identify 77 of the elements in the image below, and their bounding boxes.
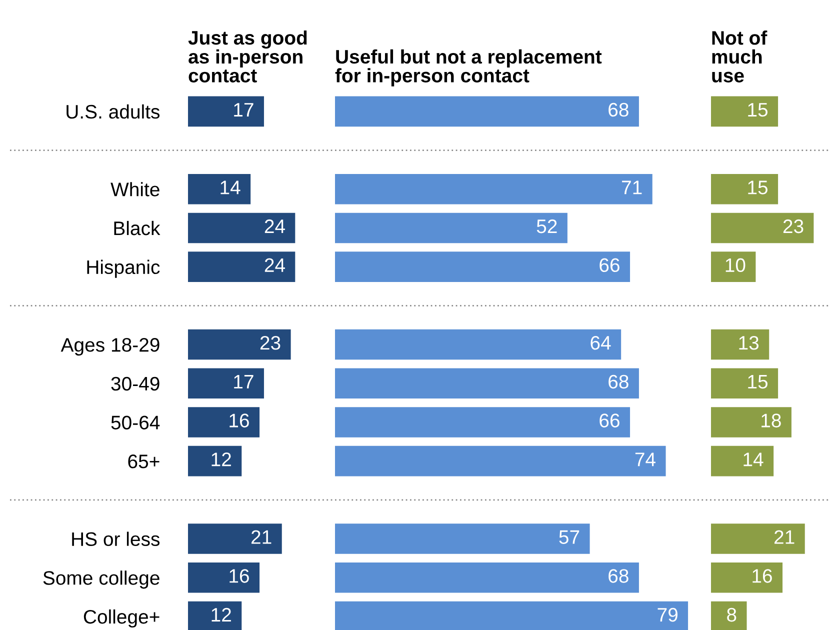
bar bbox=[335, 368, 639, 399]
chart-title: Not of much use bbox=[712, 30, 768, 82]
y-tick-label: U.S. adults bbox=[66, 104, 160, 119]
data-label: 18 bbox=[762, 414, 781, 428]
data-label: 24 bbox=[264, 258, 285, 272]
data-label: 74 bbox=[635, 452, 656, 466]
bar bbox=[188, 562, 260, 593]
bar bbox=[188, 96, 264, 127]
bar bbox=[335, 524, 590, 554]
data-label: 68 bbox=[608, 102, 628, 117]
bar bbox=[711, 174, 778, 204]
data-label: 14 bbox=[744, 452, 764, 466]
data-label: 12 bbox=[212, 452, 231, 466]
data-label: 21 bbox=[774, 530, 794, 544]
bar bbox=[711, 96, 778, 127]
bar bbox=[711, 407, 792, 438]
data-label: 52 bbox=[536, 219, 557, 234]
bar bbox=[188, 407, 260, 438]
bar bbox=[335, 407, 630, 438]
bar bbox=[188, 252, 296, 282]
bar bbox=[711, 368, 778, 399]
chart-title: Just as good as in-person contact bbox=[188, 30, 307, 82]
data-label: 10 bbox=[726, 258, 746, 272]
bar bbox=[711, 329, 770, 360]
data-label: 23 bbox=[260, 336, 280, 350]
data-label: 24 bbox=[264, 219, 285, 234]
data-label: 66 bbox=[600, 258, 620, 272]
data-label: 66 bbox=[600, 414, 620, 428]
bar bbox=[188, 174, 251, 204]
bar bbox=[335, 212, 568, 244]
bar bbox=[188, 212, 296, 244]
y-tick-label: White bbox=[110, 182, 160, 196]
bar bbox=[711, 446, 774, 476]
bar bbox=[711, 524, 805, 554]
data-label: 16 bbox=[230, 569, 249, 583]
data-label: 13 bbox=[739, 336, 759, 350]
data-label: 15 bbox=[748, 180, 768, 194]
data-label: 23 bbox=[783, 219, 804, 234]
y-tick-label: Black bbox=[114, 220, 160, 236]
chart-title: Useful but not a replacement for in-person contact bbox=[335, 49, 602, 86]
data-label: 79 bbox=[658, 608, 678, 622]
data-label: 14 bbox=[220, 180, 240, 194]
bar bbox=[188, 329, 291, 360]
data-label: 15 bbox=[748, 375, 768, 389]
y-tick-label: 30-49 bbox=[111, 376, 160, 391]
data-label: 17 bbox=[234, 375, 254, 388]
y-tick-label: Some college bbox=[43, 570, 160, 589]
y-tick-label: 65+ bbox=[128, 454, 160, 468]
bar bbox=[711, 252, 756, 282]
data-label: 71 bbox=[622, 180, 642, 194]
bar bbox=[711, 212, 814, 244]
bar bbox=[335, 329, 622, 360]
bar bbox=[335, 446, 666, 476]
data-label: 12 bbox=[212, 608, 231, 622]
y-tick-label: Hispanic bbox=[87, 260, 160, 278]
bar bbox=[188, 446, 242, 476]
y-tick-label: 50-64 bbox=[111, 416, 160, 430]
bar bbox=[188, 368, 264, 399]
bar bbox=[335, 96, 639, 127]
y-tick-label: College+ bbox=[84, 609, 160, 628]
data-label: 16 bbox=[752, 569, 772, 583]
data-label: 8 bbox=[727, 608, 736, 622]
y-tick-label: HS or less bbox=[72, 532, 160, 546]
data-label: 15 bbox=[748, 103, 768, 117]
bar bbox=[335, 252, 630, 282]
data-label: 57 bbox=[559, 530, 580, 544]
data-label: 68 bbox=[608, 374, 628, 389]
data-label: 64 bbox=[590, 336, 611, 350]
data-label: 68 bbox=[608, 569, 628, 583]
data-label: 21 bbox=[252, 530, 272, 544]
y-tick-label: Ages 18-29 bbox=[60, 338, 160, 356]
bar bbox=[335, 174, 652, 204]
data-label: 17 bbox=[234, 103, 254, 116]
bar bbox=[711, 562, 783, 593]
bar bbox=[335, 562, 639, 593]
bar bbox=[188, 524, 282, 554]
data-label: 16 bbox=[230, 414, 249, 428]
